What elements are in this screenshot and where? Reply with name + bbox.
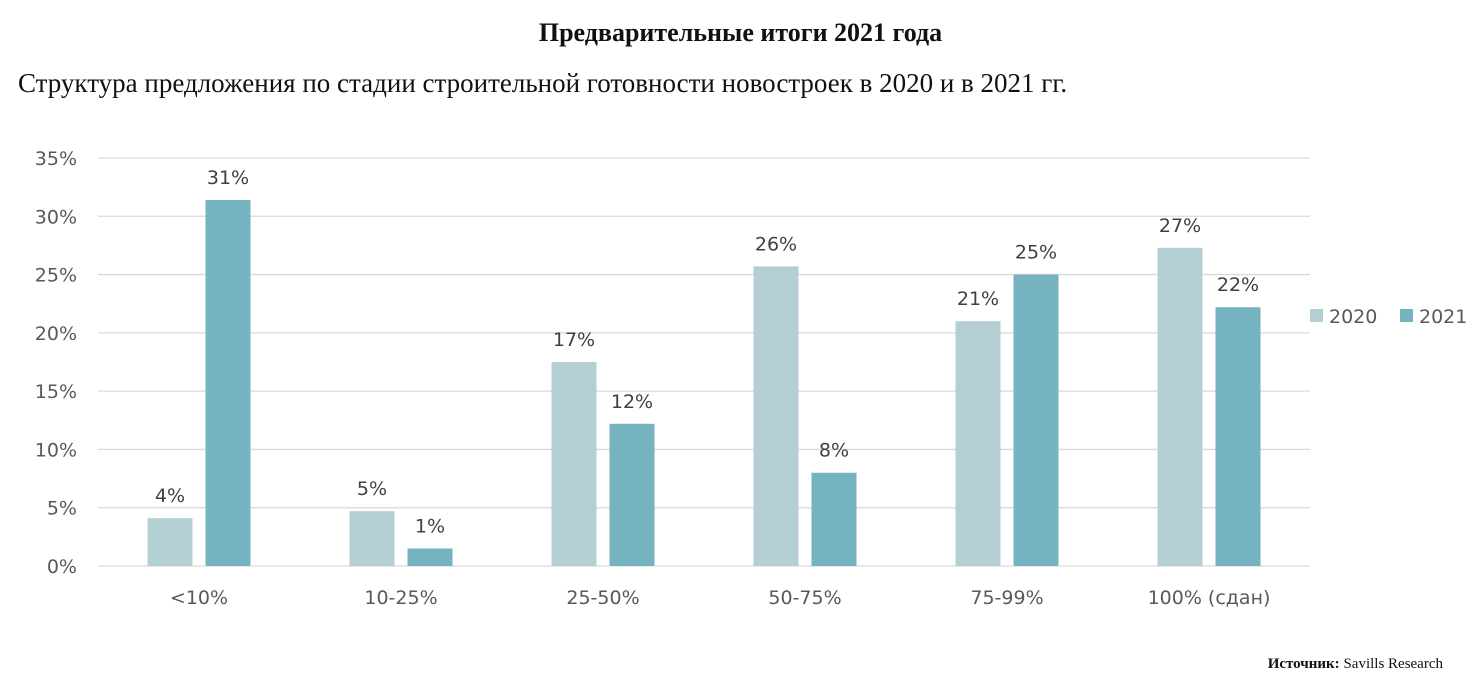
y-tick-label: 25% xyxy=(35,265,77,287)
bar-2020-2 xyxy=(551,362,597,566)
gridlines xyxy=(98,157,1310,567)
x-axis-tick-labels: <10% 10-25% 25-50% 50-75% 75-99% 100% (сдан) xyxy=(170,587,1271,609)
bar-2020-0 xyxy=(147,518,193,566)
bar-2021-2 xyxy=(609,423,655,566)
legend-swatch-2021 xyxy=(1400,309,1413,322)
data-label-2021-5: 22% xyxy=(1217,274,1259,296)
data-label-2021-3: 8% xyxy=(819,440,849,462)
chart-subtitle: Структура предложения по стадии строител… xyxy=(18,68,1068,98)
y-tick-label: 30% xyxy=(35,206,77,228)
source-label: Источник: xyxy=(1267,656,1340,672)
data-label-2020-1: 5% xyxy=(357,478,387,500)
data-label-2021-4: 25% xyxy=(1015,242,1057,264)
page-title: Предварительные итоги 2021 года xyxy=(538,18,943,47)
y-axis-tick-labels: 0% 5% 10% 15% 20% 25% 30% 35% xyxy=(35,148,77,578)
source-note: Источник: Savills Research xyxy=(1268,656,1443,673)
bar-2021-5 xyxy=(1215,307,1261,566)
y-tick-label: 20% xyxy=(35,323,77,345)
x-tick-label: 75-99% xyxy=(970,587,1043,609)
legend-swatch-2020 xyxy=(1310,309,1323,322)
bar-2020-4 xyxy=(955,321,1001,566)
data-label-2021-0: 31% xyxy=(207,167,249,189)
legend-label-2021: 2021 xyxy=(1419,306,1467,328)
bars xyxy=(147,199,1261,567)
bar-2020-1 xyxy=(349,511,395,566)
legend-label-2020: 2020 xyxy=(1329,306,1377,328)
bar-2021-0 xyxy=(205,199,251,567)
data-label-2020-5: 27% xyxy=(1159,215,1201,237)
data-labels: 4% 31% 5% 1% 17% 12% 26% 8% 21% 25% 27% 22% xyxy=(155,167,1259,538)
y-tick-label: 0% xyxy=(47,556,77,578)
bar-2020-5 xyxy=(1157,247,1203,566)
x-tick-label: <10% xyxy=(170,587,228,609)
bar-2021-3 xyxy=(811,472,857,566)
x-tick-label: 50-75% xyxy=(768,587,841,609)
x-tick-label: 100% (сдан) xyxy=(1148,587,1271,609)
data-label-2020-3: 26% xyxy=(755,233,797,255)
data-label-2020-4: 21% xyxy=(957,288,999,310)
bar-2020-3 xyxy=(753,266,799,566)
data-label-2021-2: 12% xyxy=(611,391,653,413)
data-label-2020-0: 4% xyxy=(155,485,185,507)
legend: 2020 2021 xyxy=(1310,306,1467,328)
y-tick-label: 15% xyxy=(35,381,77,403)
x-tick-label: 10-25% xyxy=(364,587,437,609)
x-tick-label: 25-50% xyxy=(566,587,639,609)
data-label-2021-1: 1% xyxy=(415,516,445,538)
bar-2021-4 xyxy=(1013,274,1059,566)
y-tick-label: 35% xyxy=(35,148,77,170)
source-text: Savills Research xyxy=(1343,656,1443,672)
y-tick-label: 5% xyxy=(47,498,77,520)
data-label-2020-2: 17% xyxy=(553,329,595,351)
bar-2021-1 xyxy=(407,548,453,566)
y-tick-label: 10% xyxy=(35,439,77,461)
